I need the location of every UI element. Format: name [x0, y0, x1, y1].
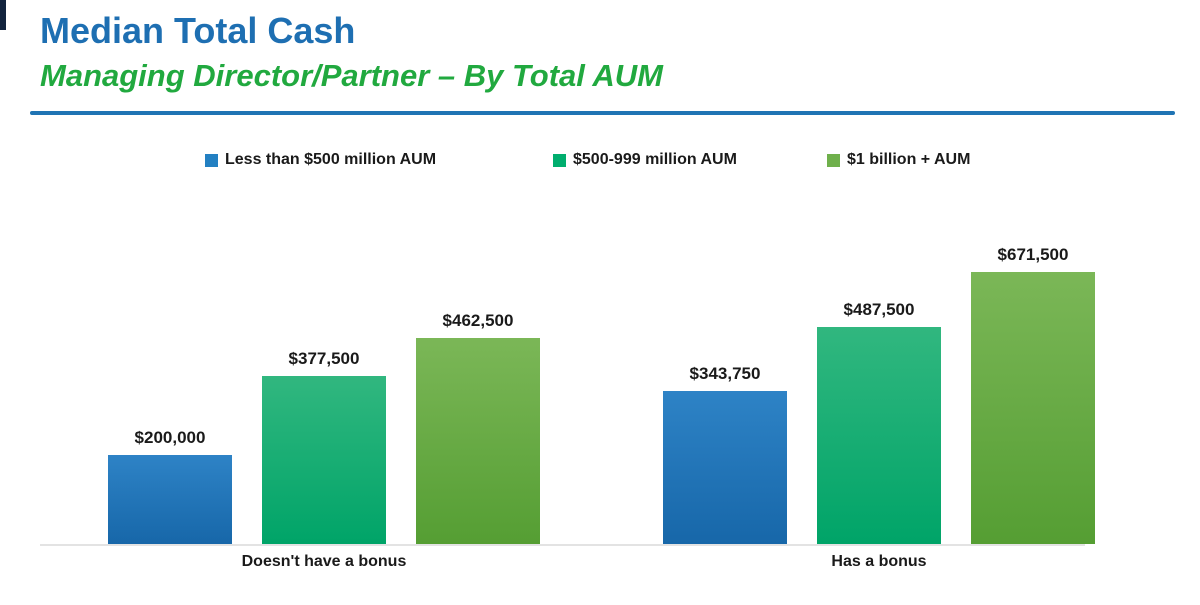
- value-label: $200,000: [134, 428, 206, 447]
- bar: [663, 391, 787, 544]
- bar-cell: $377,500: [262, 245, 386, 544]
- value-label: $377,500: [288, 349, 360, 368]
- legend-item-less-than-500m: Less than $500 million AUM: [205, 151, 436, 169]
- legend-label: Less than $500 million AUM: [225, 151, 437, 168]
- legend-label: $500-999 million AUM: [573, 151, 737, 168]
- bar: [262, 376, 386, 544]
- page-title: Median Total Cash: [40, 10, 356, 51]
- legend-swatch-teal: [553, 153, 566, 167]
- legend-swatch-green: [827, 153, 840, 167]
- legend-swatch-blue: [205, 153, 218, 167]
- slide-edge-mark: [0, 0, 6, 30]
- bar: [971, 272, 1095, 544]
- bar: [108, 455, 232, 544]
- bar-group-has-bonus: $343,750 $487,500 $671,500: [663, 245, 1095, 544]
- legend-label: $1 billion + AUM: [847, 151, 971, 168]
- x-axis-line: [40, 544, 1085, 546]
- category-label-no-bonus: Doesn't have a bonus: [241, 553, 407, 570]
- legend-item-500-999m: $500-999 million AUM: [553, 151, 737, 169]
- bar-cell: $671,500: [971, 245, 1095, 544]
- bar: [817, 327, 941, 544]
- category-label-has-bonus: Has a bonus: [831, 553, 927, 570]
- value-label: $671,500: [997, 245, 1069, 264]
- bar: [416, 338, 540, 544]
- page-subtitle: Managing Director/Partner – By Total AUM: [40, 58, 663, 93]
- bar-cell: $487,500: [817, 245, 941, 544]
- bar-cell: $343,750: [663, 245, 787, 544]
- header-underline: [30, 111, 1175, 115]
- legend-item-1b-plus: $1 billion + AUM: [827, 151, 970, 169]
- chart-legend: Less than $500 million AUM $500-999 mill…: [0, 151, 1200, 177]
- value-label: $343,750: [689, 364, 761, 383]
- value-label: $487,500: [843, 300, 915, 319]
- bar-cell: $462,500: [416, 245, 540, 544]
- bar-cell: $200,000: [108, 245, 232, 544]
- value-label: $462,500: [442, 311, 514, 330]
- bar-group-no-bonus: $200,000 $377,500 $462,500: [108, 245, 540, 544]
